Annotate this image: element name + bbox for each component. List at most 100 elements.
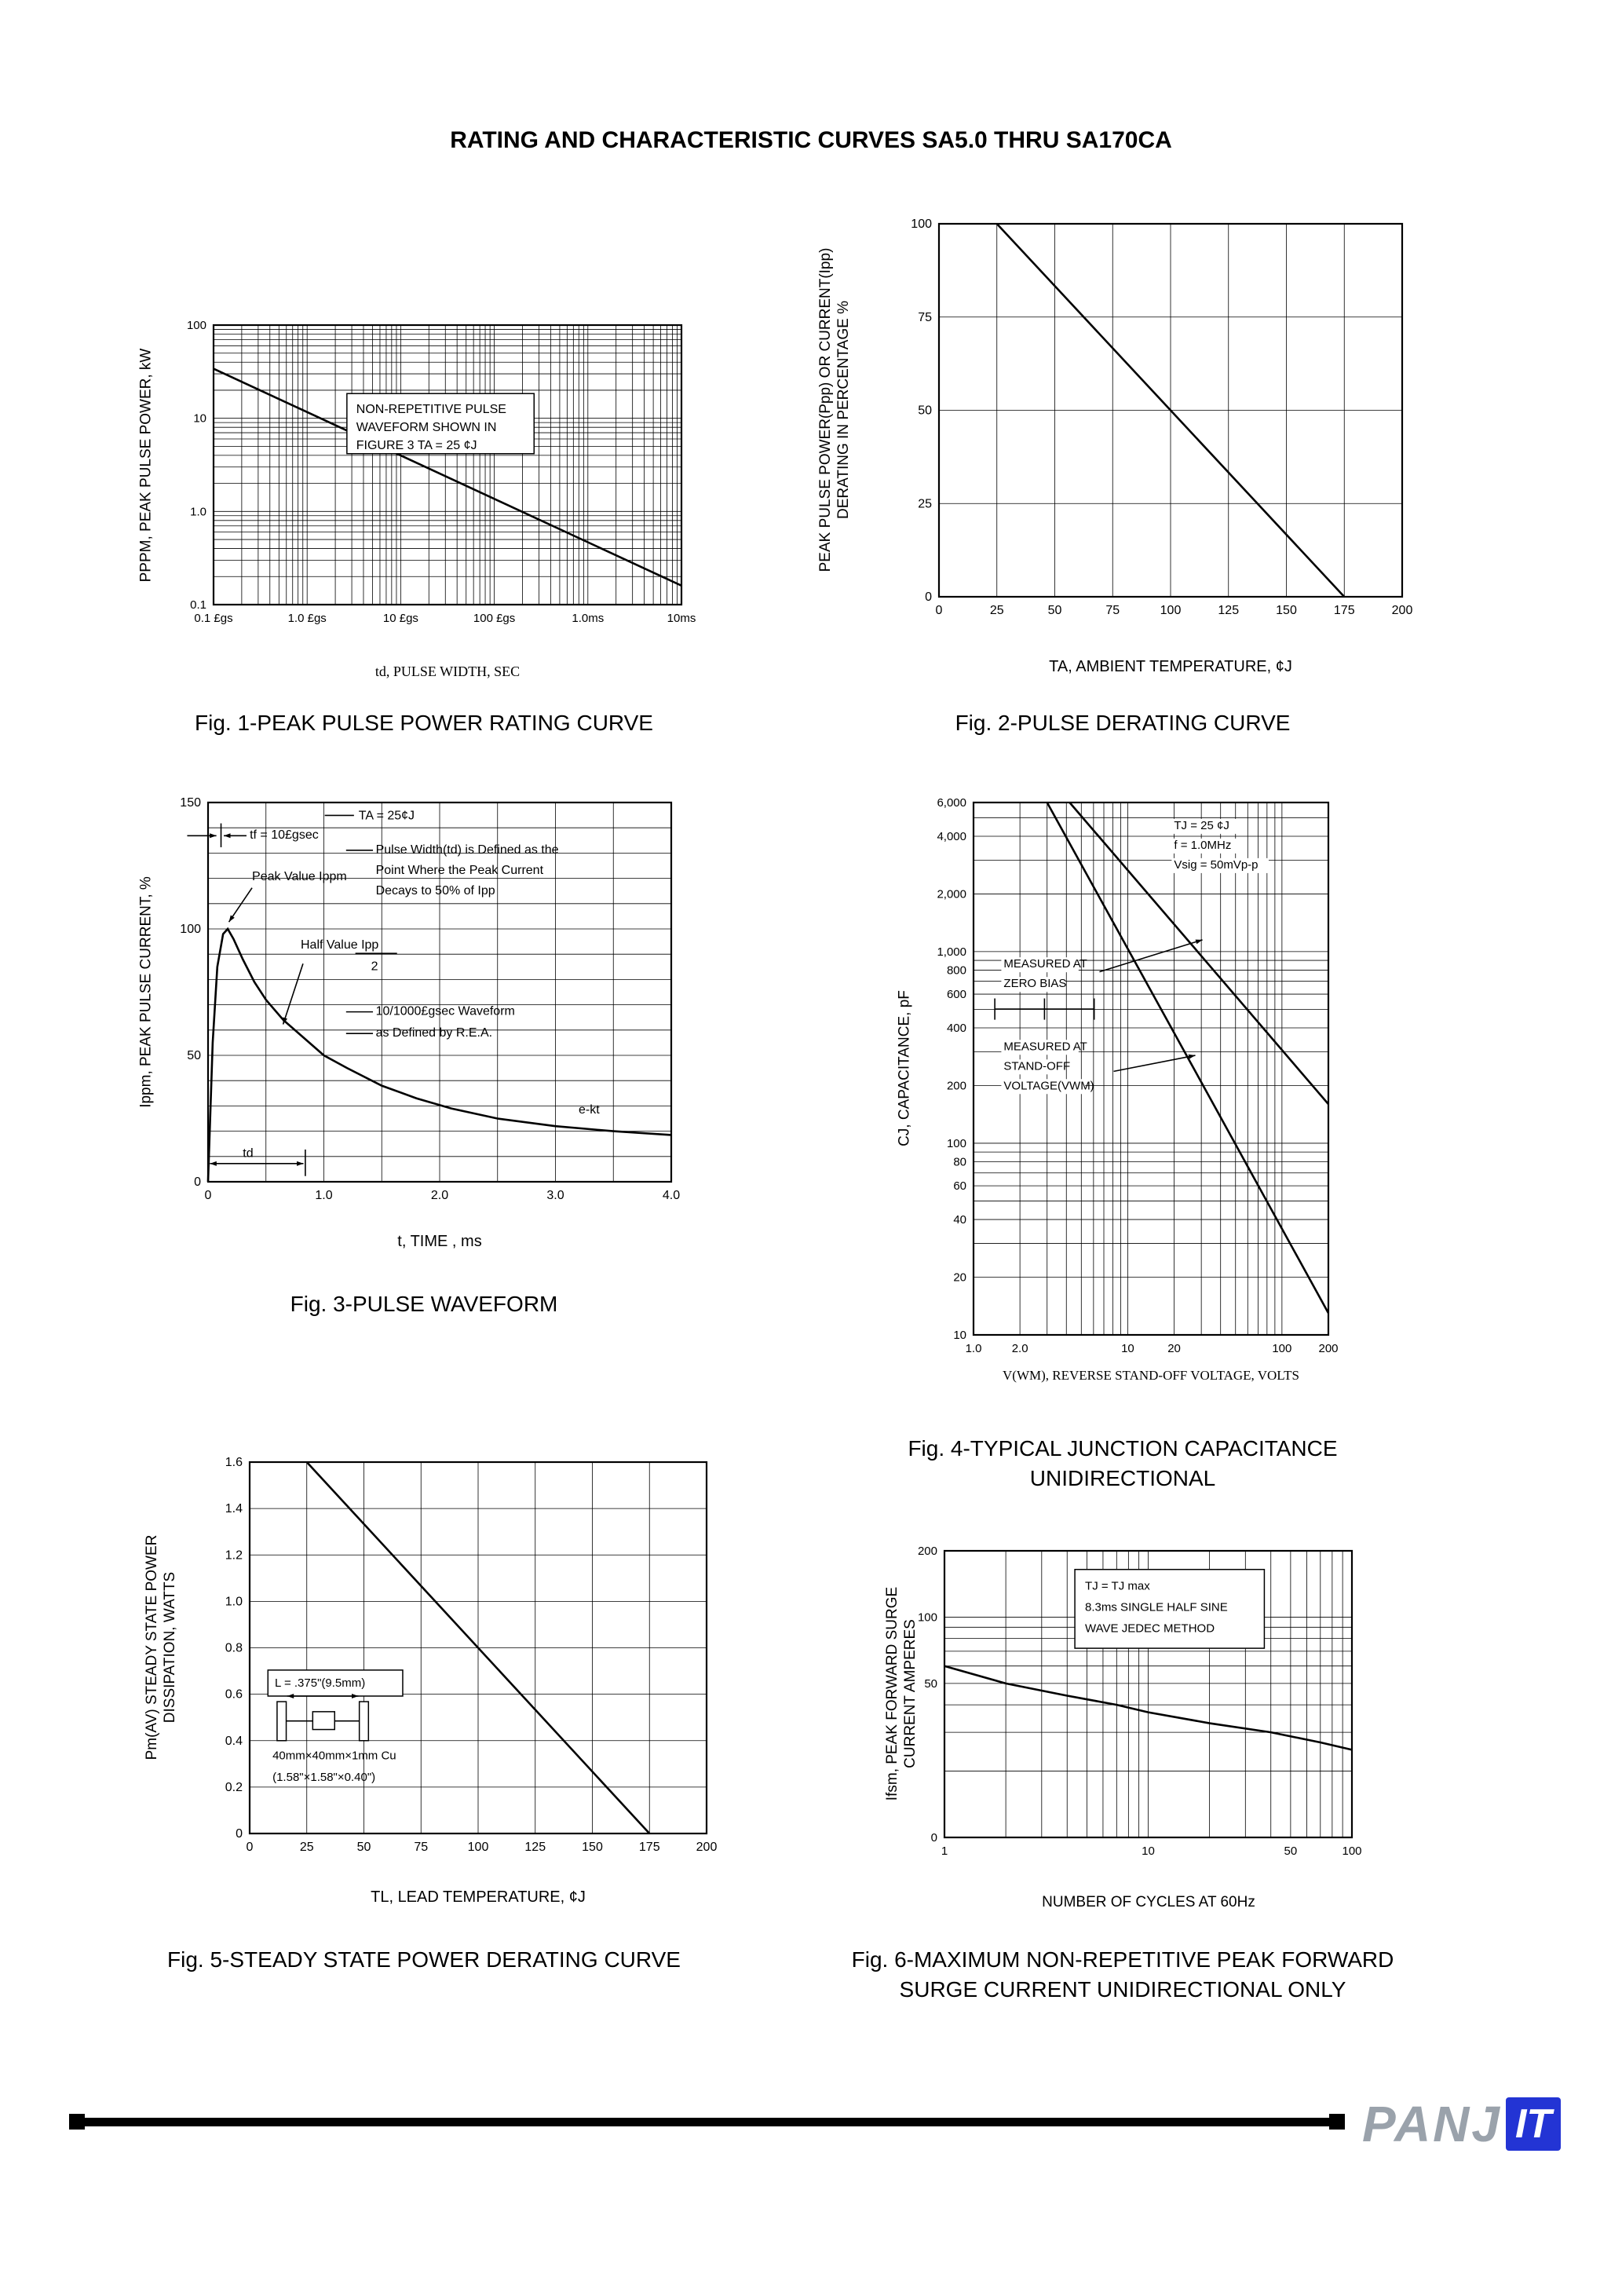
fig4-grid [973, 802, 1329, 1336]
svg-text:FIGURE 3 TA = 25 ¢J: FIGURE 3 TA = 25 ¢J [356, 439, 477, 452]
svg-text:1.4: 1.4 [225, 1502, 243, 1515]
fig2-plot-border [937, 222, 1404, 598]
svg-text:VOLTAGE(VWM): VOLTAGE(VWM) [1003, 1079, 1094, 1092]
fig1-annotations: NON-REPETITIVE PULSE WAVEFORM SHOWN IN FIG… [356, 403, 506, 452]
svg-text:Half Value Ipp: Half Value Ipp [301, 938, 378, 952]
svg-text:10 £gs: 10 £gs [383, 612, 418, 625]
svg-text:0.4: 0.4 [225, 1735, 243, 1748]
fig6-caption: Fig. 6-MAXIMUM NON-REPETITIVE PEAK FORWA… [851, 1947, 1394, 2002]
footer-rule-right-cap [1329, 2114, 1345, 2130]
svg-text:50: 50 [924, 1677, 937, 1691]
svg-text:td: td [243, 1147, 253, 1161]
fig1-plot-border [212, 324, 683, 606]
svg-text:as Defined by R.E.A.: as Defined by R.E.A. [376, 1026, 493, 1040]
fig6-chart: 1 10 50 100 200 100 50 0 TJ = TJ max 8.3ms SINGLE… [918, 1545, 1362, 1858]
svg-text:800: 800 [947, 964, 966, 978]
pulse-waveform-curve [206, 927, 672, 1183]
fig5-series [305, 1461, 651, 1834]
fig1-grid [213, 324, 682, 605]
fig1-y-axis-label: PPPM, PEAK PULSE POWER, kW [137, 348, 155, 583]
svg-text:200: 200 [1392, 604, 1413, 617]
svg-text:150: 150 [1276, 604, 1297, 617]
svg-text:200: 200 [918, 1545, 937, 1558]
fig2-y-axis-label: PEAK PULSE POWER(Ppp) OR CURRENT(Ipp) DE… [817, 247, 852, 572]
svg-text:0: 0 [931, 1831, 937, 1844]
fig4-annotations: TJ = 25 ¢J f = 1.0MHz Vsig = 50mVp-p MEASUR… [1001, 818, 1269, 1095]
fig6-shapes [1074, 1568, 1266, 1649]
fig5-annotations: L = .375"(9.5mm) 40mm×40mm×1mm Cu (1.58"×1… [272, 1676, 396, 1784]
svg-text:WAVEFORM SHOWN IN: WAVEFORM SHOWN IN [356, 421, 497, 434]
fig3-annotations: TA = 25¢J tf = 10£gsec Pulse Width(td) is … [243, 810, 600, 1161]
fig5-x-axis-label: TL, LEAD TEMPERATURE, ¢J [371, 1888, 586, 1906]
svg-text:1.0: 1.0 [190, 505, 206, 518]
fig1-tick-labels: 0.1 £gs 1.0 £gs 10 £gs 100 £gs 1.0ms 10ms 100 1… [187, 319, 696, 625]
fig2-series [995, 223, 1346, 598]
svg-text:e-kt: e-kt [579, 1103, 600, 1117]
logo-text-gray: PANJ [1362, 2096, 1502, 2152]
footer-rule [75, 2118, 1335, 2126]
svg-text:0.2: 0.2 [225, 1781, 243, 1794]
fig6-series [944, 1665, 1353, 1751]
svg-text:10ms: 10ms [667, 612, 696, 625]
svg-text:80: 80 [953, 1156, 966, 1169]
svg-text:40mm×40mm×1mm Cu: 40mm×40mm×1mm Cu [272, 1749, 396, 1762]
svg-text:1.0: 1.0 [966, 1342, 982, 1355]
fig1-shapes [346, 393, 535, 455]
fig2-caption: Fig. 2-PULSE DERATING CURVE [955, 711, 1291, 735]
fig5-y-axis-label: Pm(AV) STEADY STATE POWER DISSIPATION, W… [144, 1534, 178, 1760]
svg-text:2.0: 2.0 [431, 1189, 448, 1202]
logo-text-blue: IT [1505, 2097, 1562, 2151]
svg-text:(1.58"×1.58"×0.40"): (1.58"×1.58"×0.40") [272, 1771, 375, 1784]
fig3-x-axis-label: t, TIME , ms [397, 1233, 482, 1250]
svg-text:75: 75 [414, 1841, 428, 1854]
svg-text:20: 20 [953, 1271, 966, 1285]
fig6-x-axis-label: NUMBER OF CYCLES AT 60Hz [1042, 1894, 1255, 1910]
fig5-caption: Fig. 5-STEADY STATE POWER DERATING CURVE [167, 1947, 681, 1972]
fig4-tick-labels: 1.0 2.0 10 20 100 200 6,000 4,000 2,000 1,000 800 6… [937, 796, 1338, 1355]
svg-text:100: 100 [1342, 1844, 1361, 1858]
svg-text:20: 20 [1167, 1342, 1181, 1355]
svg-text:1.2: 1.2 [225, 1548, 243, 1562]
fig4-caption: Fig. 4-TYPICAL JUNCTION CAPACITANCE UNID… [908, 1436, 1338, 1490]
fig2-x-axis-label: TA, AMBIENT TEMPERATURE, ¢J [1049, 658, 1292, 675]
fig6-tick-labels: 1 10 50 100 200 100 50 0 [918, 1545, 1362, 1858]
svg-text:MEASURED AT: MEASURED AT [1003, 1040, 1087, 1053]
fig5-tick-labels: 0 25 50 75 100 125 150 175 200 1.6 1.4 1.2 1.0 0.8 0.6… [225, 1456, 718, 1854]
fig2-chart: 0 25 50 75 100 125 150 175 200 100 75 50 25 0 [911, 218, 1413, 617]
svg-text:50: 50 [357, 1841, 371, 1854]
fig3-shapes [187, 814, 397, 1176]
svg-text:100: 100 [187, 319, 206, 332]
fig6-y-axis-label: Ifsm, PEAK FORWARD SURGE CURRENT AMPERES [884, 1586, 919, 1801]
fig3-tick-labels: 0 1.0 2.0 3.0 4.0 150 100 50 0 [180, 796, 680, 1202]
fig4-series [1046, 802, 1330, 1314]
svg-text:3.0: 3.0 [546, 1189, 564, 1202]
svg-text:0: 0 [936, 604, 943, 617]
svg-text:100: 100 [180, 923, 201, 936]
svg-text:25: 25 [300, 1841, 314, 1854]
svg-text:100: 100 [911, 218, 932, 231]
svg-text:10: 10 [1142, 1844, 1155, 1858]
svg-text:40: 40 [953, 1213, 966, 1227]
svg-text:50: 50 [187, 1049, 201, 1062]
svg-text:2,000: 2,000 [937, 887, 966, 901]
svg-text:Decays to 50% of Ipp: Decays to 50% of Ipp [376, 884, 495, 898]
fig1-x-axis-label: td, PULSE WIDTH, SEC [374, 664, 521, 679]
svg-text:75: 75 [918, 311, 932, 324]
svg-text:MEASURED AT: MEASURED AT [1003, 957, 1087, 971]
svg-text:175: 175 [1334, 604, 1355, 617]
svg-text:25: 25 [918, 497, 932, 510]
svg-text:50: 50 [1048, 604, 1062, 617]
fig5-chart: 0 25 50 75 100 125 150 175 200 1.6 1.4 1.2 1.0 0.8 0.6… [225, 1456, 718, 1854]
svg-text:TJ = 25 ¢J: TJ = 25 ¢J [1174, 819, 1229, 832]
svg-text:tf = 10£gsec: tf = 10£gsec [250, 828, 319, 842]
fig4-x-axis-label: V(WM), REVERSE STAND-OFF VOLTAGE, VOLTS [1003, 1368, 1299, 1383]
svg-text:200: 200 [947, 1079, 966, 1092]
svg-text:75: 75 [1105, 604, 1120, 617]
svg-text:TA = 25¢J: TA = 25¢J [359, 810, 415, 823]
svg-text:175: 175 [639, 1841, 660, 1854]
svg-text:100: 100 [947, 1137, 966, 1150]
svg-text:2.0: 2.0 [1012, 1342, 1028, 1355]
svg-text:6,000: 6,000 [937, 796, 966, 810]
fig1-series [213, 367, 682, 587]
